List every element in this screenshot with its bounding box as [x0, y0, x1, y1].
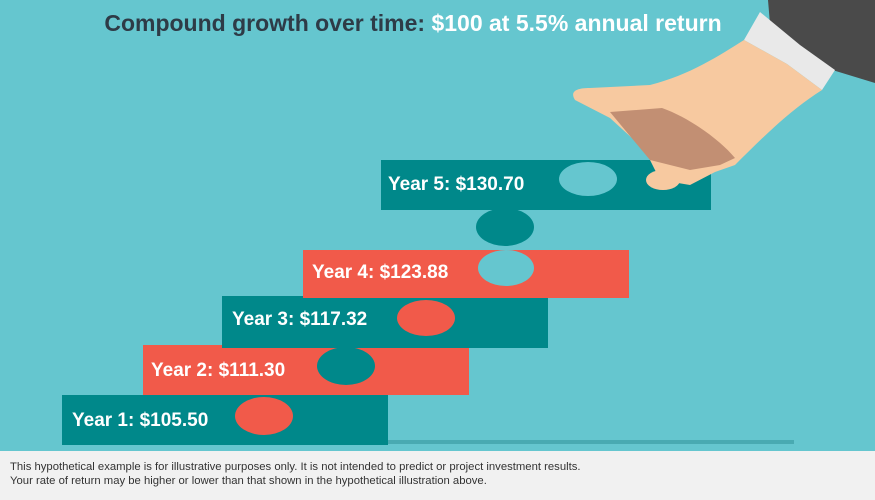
- step-connector-3: [317, 347, 375, 385]
- step-connector-5: [476, 208, 534, 246]
- step-block-4: [303, 250, 629, 298]
- step-socket-5: [559, 162, 617, 196]
- disclaimer-line-1: This hypothetical example is for illustr…: [10, 461, 581, 473]
- headline: Compound growth over time: $100 at 5.5% …: [0, 10, 826, 37]
- thumb-tip: [646, 170, 680, 190]
- step-label-5: Year 5: $130.70: [388, 174, 525, 195]
- illustration-panel: Compound growth over time: $100 at 5.5% …: [0, 0, 875, 451]
- step-connector-4: [397, 300, 455, 336]
- headline-highlight: $100 at 5.5% annual return: [431, 10, 722, 36]
- step-socket-4: [478, 250, 534, 286]
- shirt-cuff: [744, 12, 835, 90]
- finger-shadow: [610, 108, 735, 170]
- puzzle-staircase-graphic: [62, 0, 875, 445]
- step-label-1: Year 1: $105.50: [72, 410, 209, 431]
- step-connector-2: [235, 397, 293, 435]
- disclaimer-line-2: Your rate of return may be higher or low…: [10, 475, 487, 487]
- jacket-sleeve: [768, 0, 875, 83]
- step-label-2: Year 2: $111.30: [151, 360, 286, 381]
- step-block-3: [222, 296, 548, 348]
- step-block-2: [143, 345, 469, 395]
- hand-graphic: [573, 0, 875, 190]
- step-label-4: Year 4: $123.88: [312, 262, 449, 283]
- step-block-1: [62, 395, 388, 445]
- ground-shadow: [62, 440, 794, 444]
- headline-prefix: Compound growth over time:: [104, 10, 426, 36]
- step-label-3: Year 3: $117.32: [232, 309, 368, 330]
- palm: [573, 40, 822, 185]
- disclaimer-footer: This hypothetical example is for illustr…: [0, 451, 875, 500]
